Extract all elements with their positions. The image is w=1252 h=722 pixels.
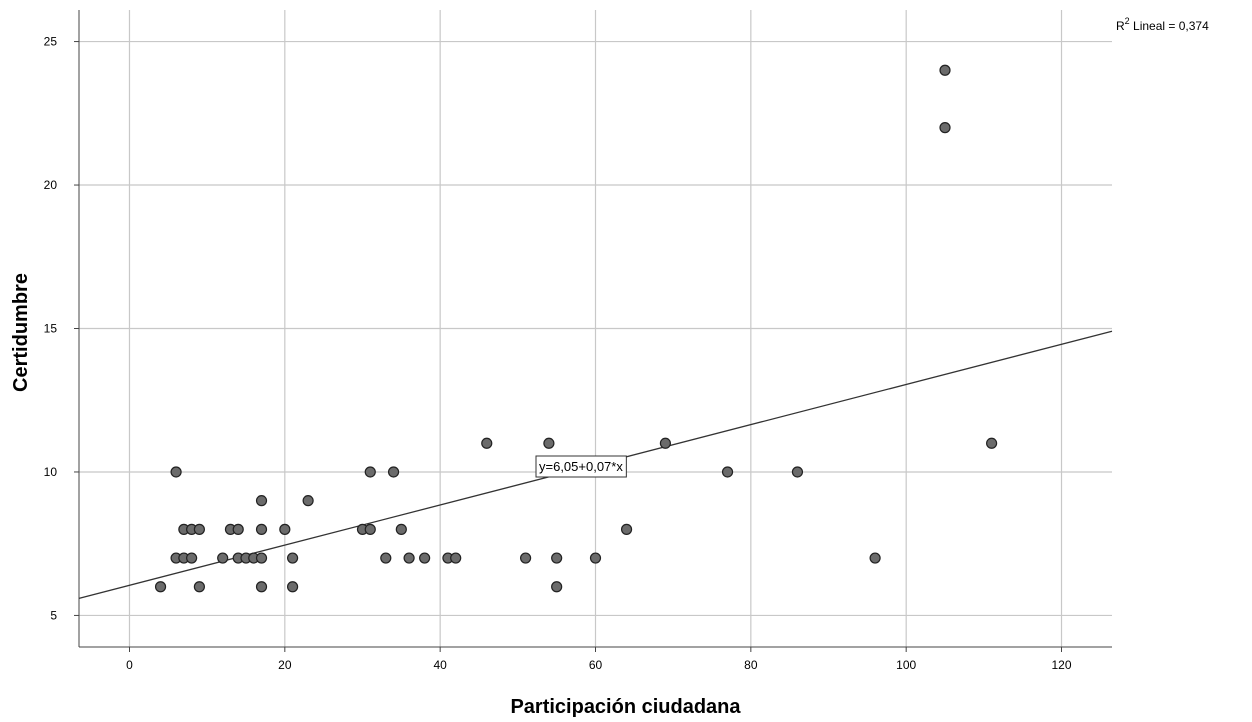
y-tick-label: 25 [44, 35, 58, 49]
scatter-point [481, 437, 493, 449]
scatter-point [302, 495, 314, 507]
scatter-point [364, 466, 376, 478]
r-squared-superscript: 2 [1125, 16, 1130, 26]
scatter-point [395, 523, 407, 535]
scatter-point [193, 523, 205, 535]
scatter-point [217, 552, 229, 564]
x-tick-label: 20 [278, 658, 292, 672]
scatter-point [519, 552, 532, 564]
y-tick-label: 20 [44, 178, 58, 192]
scatter-point [403, 552, 415, 564]
y-tick-label: 10 [44, 465, 58, 479]
x-tick-label: 100 [896, 658, 916, 672]
data-points [154, 64, 998, 593]
scatter-point [255, 495, 268, 507]
scatter-point [232, 523, 244, 535]
scatter-point [939, 64, 951, 76]
tick-labels: 0 20 40 60 80 100 120 5 10 15 20 25 [44, 35, 1072, 672]
equation-box [535, 455, 627, 478]
scatter-point [286, 552, 299, 564]
scatter-point [986, 437, 998, 449]
scatter-point [791, 466, 804, 478]
x-tick-label: 80 [744, 658, 758, 672]
scatter-point [255, 581, 268, 593]
scatter-point [551, 552, 563, 564]
x-tick-label: 40 [433, 658, 447, 672]
scatter-point [721, 466, 734, 478]
scatter-point [543, 437, 555, 449]
scatter-point [620, 523, 633, 535]
axes [74, 10, 1112, 652]
scatter-point [154, 581, 167, 593]
scatter-point [193, 581, 205, 593]
r-squared-prefix: R [1116, 19, 1125, 33]
scatter-point [450, 552, 462, 564]
equation-label-box: y=6,05+0,07*x [535, 455, 627, 478]
equation-label: y=6,05+0,07*x [539, 459, 623, 474]
scatter-point [380, 552, 392, 564]
scatter-point [387, 466, 400, 478]
grid-lines [79, 10, 1112, 647]
x-tick-label: 0 [126, 658, 133, 672]
scatter-point [419, 552, 431, 564]
scatter-point [279, 523, 291, 535]
x-tick-label: 60 [589, 658, 603, 672]
scatter-point [551, 581, 563, 593]
y-tick-label: 15 [44, 322, 58, 336]
scatter-point [659, 437, 672, 449]
scatter-point [255, 552, 268, 564]
y-tick-label: 5 [50, 608, 57, 622]
r-squared-value: Lineal = 0,374 [1130, 19, 1209, 33]
scatter-point [286, 581, 299, 593]
scatter-point [170, 466, 182, 478]
scatter-point [589, 552, 602, 564]
scatter-point [255, 523, 268, 535]
scatter-point [939, 122, 951, 134]
x-axis-title: Participación ciudadana [510, 696, 741, 718]
scatter-point [869, 552, 881, 564]
r-squared-label: R2 Lineal = 0,374 [1116, 16, 1209, 33]
scatter-point [186, 552, 198, 564]
y-axis-title: Certidumbre [10, 273, 32, 392]
scatter-point [364, 523, 376, 535]
x-tick-label: 120 [1051, 658, 1071, 672]
